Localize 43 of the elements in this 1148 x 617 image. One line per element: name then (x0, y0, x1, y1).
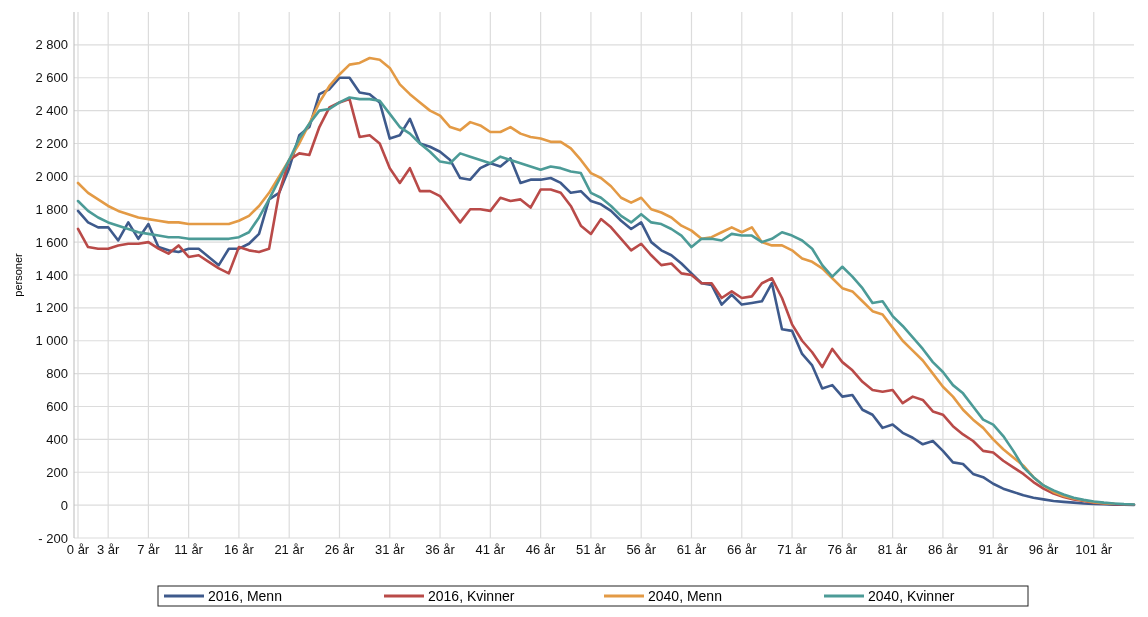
x-tick-label: 46 år (525, 542, 557, 557)
y-tick-label: 1 000 (35, 333, 68, 349)
y-tick-label: 600 (46, 399, 68, 415)
x-tick-label: 101 år (1075, 542, 1113, 557)
x-tick-label: 91 år (978, 542, 1009, 557)
y-tick-label: 1 800 (35, 201, 68, 217)
x-tick-label: 56 år (626, 542, 657, 557)
x-tick-label: 96 år (1028, 542, 1059, 557)
legend-label: 2040, Menn (648, 587, 722, 604)
x-tick-label: 36 år (425, 542, 456, 557)
y-tick-label: - 200 (38, 530, 68, 546)
y-tick-label: 2 200 (35, 136, 68, 152)
y-tick-label: 2 600 (35, 70, 68, 86)
x-tick-label: 86 år (928, 542, 959, 557)
x-tick-label: 31 år (374, 542, 406, 557)
x-tick-label: 7 år (137, 542, 161, 557)
x-tick-label: 61 år (676, 542, 707, 557)
x-tick-label: 21 år (274, 542, 305, 557)
y-tick-label: 2 400 (35, 103, 68, 119)
legend-label: 2040, Kvinner (868, 587, 955, 604)
x-tick-label: 0 år (66, 542, 90, 557)
y-tick-label: 2 000 (35, 168, 68, 184)
x-tick-label: 41 år (475, 542, 506, 557)
legend-label: 2016, Kvinner (428, 587, 515, 604)
x-tick-label: 81 år (877, 542, 909, 557)
x-tick-label: 51 år (576, 542, 607, 557)
y-tick-label: 1 400 (35, 267, 68, 283)
y-tick-label: 200 (46, 464, 68, 480)
y-axis-title: personer (12, 252, 24, 297)
y-tick-label: 1 200 (35, 300, 68, 316)
y-tick-label: 800 (46, 366, 68, 382)
x-tick-label: 76 år (827, 542, 858, 557)
x-tick-label: 3 år (96, 542, 121, 557)
x-tick-label: 26 år (324, 542, 355, 557)
y-tick-label: 2 800 (35, 37, 68, 53)
y-tick-label: 0 (60, 497, 68, 513)
x-tick-label: 66 år (726, 542, 758, 557)
x-tick-label: 11 år (174, 542, 204, 557)
x-tick-label: 71 år (777, 542, 808, 557)
y-tick-label: 400 (46, 431, 68, 447)
y-tick-label: 1 600 (35, 234, 68, 250)
x-tick-label: 16 år (224, 542, 255, 557)
legend-label: 2016, Menn (208, 587, 282, 604)
